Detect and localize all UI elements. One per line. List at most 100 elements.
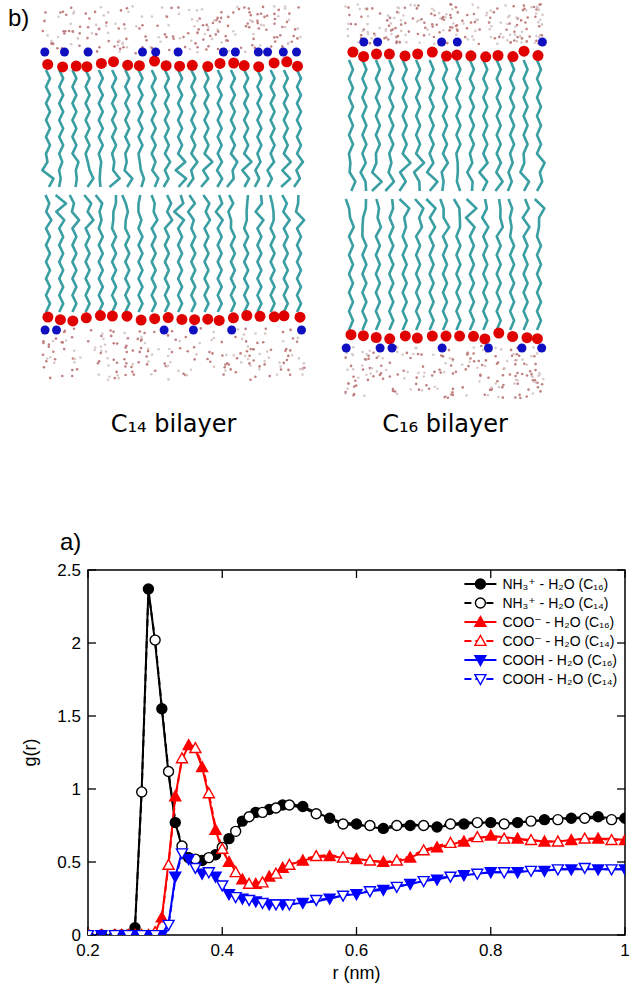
water bbox=[204, 33, 207, 36]
water bbox=[494, 355, 497, 358]
head-group bbox=[427, 331, 438, 342]
water bbox=[414, 4, 417, 7]
water bbox=[154, 369, 157, 372]
water bbox=[235, 371, 238, 374]
water bbox=[521, 358, 524, 361]
y-tick bbox=[88, 642, 96, 643]
legend-marker bbox=[475, 579, 485, 589]
water bbox=[385, 369, 388, 372]
water bbox=[263, 16, 266, 19]
water bbox=[138, 351, 141, 354]
water bbox=[528, 35, 531, 38]
water bbox=[422, 365, 425, 368]
water bbox=[126, 7, 129, 10]
water bbox=[163, 362, 166, 365]
water bbox=[535, 39, 538, 42]
water bbox=[108, 375, 111, 378]
water bbox=[382, 377, 385, 380]
water bbox=[42, 354, 45, 357]
water bbox=[245, 340, 248, 343]
marker bbox=[137, 787, 147, 797]
water bbox=[141, 24, 144, 27]
water bbox=[415, 383, 418, 386]
marker bbox=[163, 920, 174, 930]
water bbox=[494, 37, 497, 40]
water bbox=[171, 351, 174, 354]
lipid-tail bbox=[495, 60, 502, 191]
water bbox=[425, 384, 428, 387]
water bbox=[227, 16, 230, 19]
water bbox=[365, 358, 368, 361]
water bbox=[418, 41, 421, 44]
amine-group bbox=[342, 344, 351, 353]
lipid-tail bbox=[426, 199, 435, 330]
water bbox=[78, 45, 81, 48]
water bbox=[196, 20, 199, 23]
lipid-tail bbox=[376, 199, 381, 330]
head-group bbox=[67, 315, 78, 326]
water bbox=[455, 6, 458, 9]
water bbox=[263, 24, 266, 27]
lipid-tail bbox=[414, 60, 424, 191]
legend: NH₃⁺ - H₂O (C₁₆)NH₃⁺ - H₂O (C₁₄)COO⁻ - H… bbox=[464, 576, 617, 687]
y-tick-label: 1 bbox=[72, 780, 81, 799]
marker bbox=[96, 931, 107, 935]
water bbox=[252, 348, 255, 351]
water bbox=[179, 340, 182, 343]
water bbox=[200, 327, 203, 330]
legend-entry: COOH - H₂O (C₁₄) bbox=[464, 671, 617, 687]
water bbox=[346, 368, 349, 371]
water bbox=[187, 32, 190, 35]
water bbox=[296, 37, 299, 40]
water bbox=[450, 3, 453, 6]
legend-entry: NH₃⁺ - H₂O (C₁₄) bbox=[464, 595, 608, 611]
water bbox=[408, 30, 411, 33]
head-group bbox=[71, 61, 82, 72]
y-tick bbox=[88, 788, 96, 789]
water bbox=[159, 41, 162, 44]
marker bbox=[311, 896, 322, 906]
head-group bbox=[81, 61, 92, 72]
water bbox=[252, 348, 255, 351]
water bbox=[123, 23, 126, 26]
water bbox=[85, 12, 88, 15]
marker bbox=[445, 838, 456, 848]
water bbox=[72, 31, 75, 34]
amine-group bbox=[517, 344, 526, 353]
water bbox=[273, 13, 276, 16]
water bbox=[102, 14, 105, 17]
amine-group bbox=[219, 48, 228, 57]
water bbox=[401, 353, 404, 356]
water bbox=[434, 386, 437, 389]
head-group bbox=[507, 331, 518, 342]
water bbox=[256, 13, 259, 16]
water bbox=[59, 11, 62, 14]
water bbox=[167, 355, 170, 358]
water bbox=[516, 382, 519, 385]
water bbox=[222, 373, 225, 376]
lipid-tail bbox=[165, 195, 172, 312]
water bbox=[169, 361, 172, 364]
water bbox=[73, 350, 76, 353]
marker bbox=[203, 788, 214, 798]
water bbox=[258, 368, 261, 371]
water bbox=[236, 357, 239, 360]
marker bbox=[607, 815, 617, 825]
water bbox=[116, 342, 119, 345]
water bbox=[166, 365, 169, 368]
water bbox=[131, 5, 134, 8]
x-tick bbox=[222, 927, 223, 935]
water bbox=[236, 6, 239, 9]
marker bbox=[88, 930, 93, 935]
water bbox=[109, 329, 112, 332]
head-group bbox=[228, 312, 239, 323]
water bbox=[232, 11, 235, 14]
lipid-tail bbox=[139, 70, 145, 187]
water bbox=[445, 13, 448, 16]
marker bbox=[203, 868, 214, 878]
water bbox=[172, 35, 175, 38]
water bbox=[245, 25, 248, 28]
y-tick bbox=[617, 788, 625, 789]
water bbox=[215, 33, 218, 36]
water bbox=[71, 30, 74, 33]
